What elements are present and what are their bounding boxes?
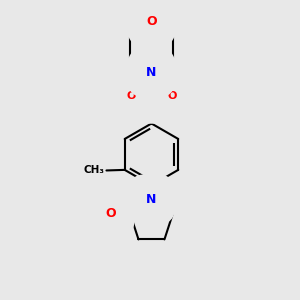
Text: O: O [126, 91, 136, 100]
Text: O: O [105, 207, 116, 220]
Text: O: O [167, 91, 177, 100]
Text: O: O [146, 15, 157, 28]
Text: S: S [147, 92, 156, 105]
Text: CH₃: CH₃ [83, 166, 104, 176]
Text: N: N [146, 193, 157, 206]
Text: N: N [146, 66, 157, 79]
